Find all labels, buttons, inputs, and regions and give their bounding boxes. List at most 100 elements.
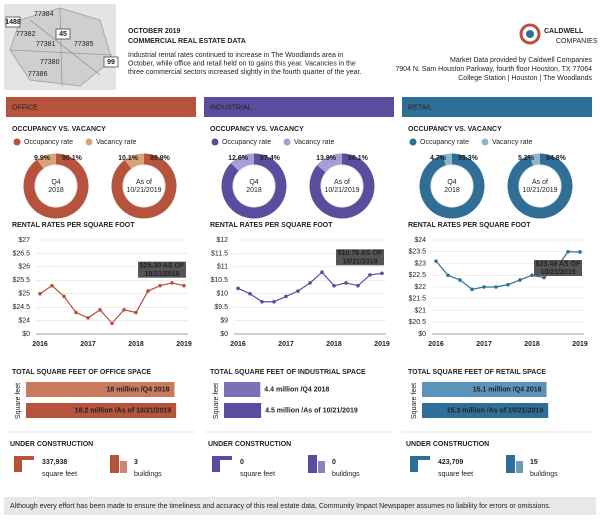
line-point (134, 310, 138, 315)
line-point (248, 291, 252, 296)
annotation-box (138, 261, 186, 278)
x-tick-label: 2019 (374, 341, 390, 348)
text-line: 2018 (246, 187, 262, 194)
text-line: As of (334, 179, 350, 186)
donut-slice (23, 153, 89, 219)
donut-value-label: 12.6% (228, 155, 249, 162)
text-line: October, while office and retail held on… (128, 60, 356, 67)
donut-slice (124, 153, 145, 169)
chart-title: TOTAL SQUARE FEET OF INDUSTRIAL SPACE (210, 369, 366, 376)
donut-slice (111, 153, 177, 219)
donut-center (232, 164, 276, 208)
y-axis-label: Square feet (15, 383, 22, 419)
credit-line: College Station | Houston | The Woodland… (458, 75, 592, 82)
section-title: RETAIL (408, 104, 432, 111)
construction-buildings: 15 (530, 459, 538, 466)
chart-title: RENTAL RATES PER SQUARE FOOT (210, 222, 333, 229)
text-line: 10/21/2019 (144, 271, 179, 278)
line-series (39, 282, 185, 325)
donut-center-label: As of 10/21/2019 (324, 179, 359, 194)
x-tick-label: 2016 (428, 341, 444, 348)
x-tick-label: 2019 (176, 341, 192, 348)
construction-buildings: 0 (332, 459, 336, 466)
donut-slice (221, 153, 287, 219)
line-point (50, 283, 54, 288)
line-point (110, 321, 114, 326)
map-label: 77382 (16, 31, 36, 38)
line-point (332, 283, 336, 288)
highway-label: 1488 (5, 19, 21, 26)
donut-value-label: 94.8% (546, 155, 567, 162)
text-line: Industrial rental rates continued to inc… (128, 52, 343, 59)
bar (224, 382, 261, 397)
legend-label: Occupancy rate (222, 139, 271, 146)
donut-value-label: 86.1% (348, 155, 369, 162)
y-tick-label: $23.5 (408, 249, 426, 256)
text-line: 10/21/2019 (522, 187, 557, 194)
construction-buildings-unit: buildings (530, 471, 558, 478)
chart-title: RENTAL RATES PER SQUARE FOOT (408, 222, 531, 229)
donut-value-label: 9.9% (34, 155, 51, 162)
legend-label: Vacancy rate (294, 139, 334, 146)
y-tick-label: $21.5 (408, 296, 426, 303)
construction-sqft-unit: square feet (240, 471, 275, 478)
line-series (237, 271, 383, 303)
annotation: $23.49 AS OF 10/21/2019 (536, 261, 581, 276)
y-tick-label: $20.5 (408, 319, 426, 326)
donut-value-label: 4.7% (430, 155, 447, 162)
crane-icon (14, 456, 34, 472)
y-tick-label: $0 (22, 331, 30, 338)
bar (26, 403, 177, 418)
line-point (458, 278, 462, 282)
donut-slice (442, 153, 453, 166)
donut-value-label: 13.9% (316, 155, 337, 162)
section-header (402, 97, 592, 117)
y-axis-label: Square feet (411, 383, 418, 419)
line-point (296, 289, 300, 293)
donut-slice (419, 153, 485, 219)
donut-value-label: 90.1% (62, 155, 83, 162)
line-point (38, 291, 42, 296)
map-label: 77381 (36, 41, 56, 48)
line-point (272, 299, 276, 304)
text-line: 10/21/2019 (540, 269, 575, 276)
line-point (356, 283, 360, 288)
logo-icon (519, 23, 541, 45)
legend-label: Occupancy rate (420, 139, 469, 146)
line-point (446, 273, 450, 278)
building-icon (308, 455, 317, 473)
donut-value-label: 10.1% (118, 155, 139, 162)
text-line: As of (136, 179, 152, 186)
logo-name: CALDWELL (544, 28, 584, 35)
bar-value-label: 4.4 million /Q4 2018 (264, 386, 329, 393)
y-tick-label: $26.5 (12, 250, 30, 257)
building-icon (120, 461, 127, 473)
y-tick-label: $24.5 (12, 304, 30, 311)
footer-background (4, 497, 596, 515)
y-tick-label: $23 (414, 260, 426, 267)
map-label: 77384 (34, 11, 54, 18)
bar (422, 382, 547, 397)
bar (224, 403, 262, 418)
legend-swatch (409, 138, 417, 146)
line-point (146, 289, 150, 293)
y-tick-label: $25 (18, 291, 30, 298)
line-point (320, 270, 324, 275)
donut-slice (230, 153, 255, 172)
line-point (98, 308, 102, 312)
line-point (344, 281, 348, 285)
donut-center (122, 164, 166, 208)
annotation: $25.30 AS OF 10/21/2019 (140, 262, 185, 277)
credit-line: Market Data provided by Caldwell Compani… (450, 57, 593, 64)
donut-center (518, 164, 562, 208)
y-tick-label: $24 (414, 237, 426, 244)
y-tick-label: $11 (217, 264, 228, 271)
legend-label: Vacancy rate (492, 139, 532, 146)
donut-center-label: As of 10/21/2019 (126, 179, 161, 194)
construction-title: UNDER CONSTRUCTION (10, 441, 93, 448)
x-tick-label: 2019 (572, 341, 588, 348)
legend-swatch (481, 138, 489, 146)
text-line: 2018 (444, 187, 460, 194)
donut-center-label: Q4 2018 (48, 179, 64, 194)
